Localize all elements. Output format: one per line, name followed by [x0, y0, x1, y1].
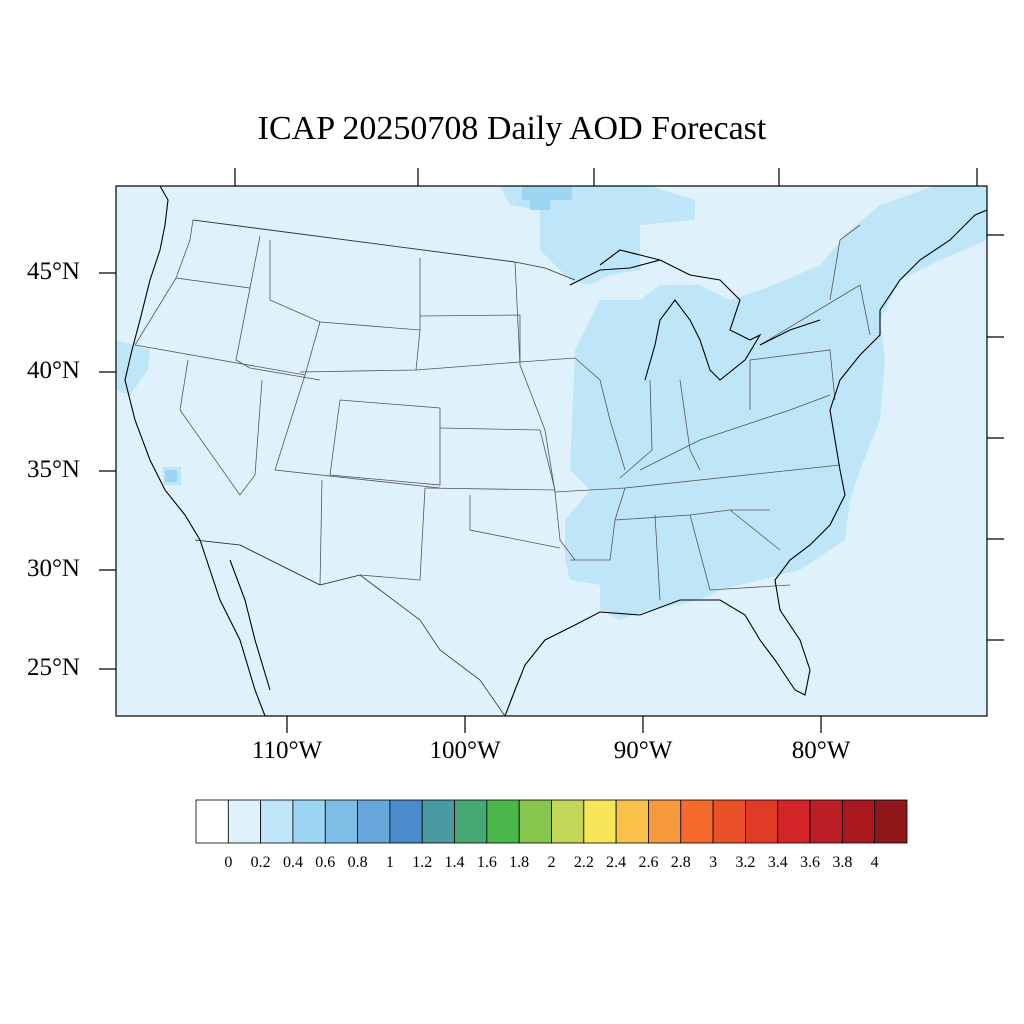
colorbar-swatch	[454, 799, 488, 844]
colorbar-swatch	[648, 799, 682, 844]
colorbar-swatch	[809, 799, 843, 844]
colorbar-label: 3.6	[800, 854, 821, 871]
colorbar-swatch	[486, 799, 520, 844]
colorbar-swatch	[745, 799, 779, 844]
colorbar-swatch	[292, 799, 326, 844]
colorbar-label: 0	[224, 854, 233, 871]
colorbar-swatch	[583, 799, 617, 844]
colorbar-swatch	[841, 799, 876, 844]
colorbar-label: 2.2	[573, 854, 594, 871]
colorbar-label: 3.2	[735, 854, 756, 871]
lon-label: 110°W	[251, 737, 323, 764]
colorbar-label: 2.8	[670, 854, 691, 871]
lon-label: 80°W	[791, 737, 851, 764]
aod-field-peak	[165, 186, 572, 482]
colorbar-swatch	[551, 799, 585, 844]
lat-label: 35°N	[26, 456, 80, 483]
colorbar-label: 0.6	[315, 854, 336, 871]
colorbar-label: 0.8	[347, 854, 368, 871]
colorbar-swatch	[421, 799, 455, 844]
colorbar-swatch	[357, 799, 391, 844]
colorbar-label: 1.2	[412, 854, 433, 871]
lat-label: 45°N	[26, 258, 80, 285]
colorbar-label: 1	[385, 854, 394, 871]
lat-label: 30°N	[26, 555, 80, 582]
colorbar-label: 3.8	[832, 854, 853, 871]
colorbar-swatch	[195, 799, 229, 844]
colorbar-swatch	[615, 799, 649, 844]
colorbar-label: 2.6	[638, 854, 659, 871]
colorbar-label: 0.4	[282, 854, 303, 871]
state-borders	[134, 219, 871, 601]
colorbar-label: 3	[709, 854, 718, 871]
colorbar-label: 2.4	[606, 854, 627, 871]
bottom-ticks	[286, 716, 822, 733]
colorbar-swatch	[712, 799, 746, 844]
colorbar-label: 3.4	[767, 854, 788, 871]
right-ticks	[987, 234, 1004, 641]
colorbar-swatch	[680, 799, 714, 844]
colorbar-label: 0.2	[250, 854, 271, 871]
colorbar-swatch	[260, 799, 294, 844]
left-ticks	[99, 272, 116, 670]
map-frame	[115, 185, 988, 717]
lon-label: 100°W	[429, 737, 501, 764]
colorbar-label: 1.6	[476, 854, 497, 871]
international-borders	[192, 219, 576, 716]
colorbar	[195, 799, 908, 844]
colorbar-swatch	[389, 799, 423, 844]
top-ticks	[234, 168, 978, 186]
colorbar-label: 2	[547, 854, 556, 871]
lon-label: 90°W	[613, 737, 673, 764]
colorbar-label: 1.8	[509, 854, 530, 871]
colorbar-swatch	[518, 799, 552, 844]
colorbar-label: 4	[870, 854, 879, 871]
colorbar-swatch	[324, 799, 358, 844]
colorbar-swatch	[777, 799, 811, 844]
lat-label: 25°N	[26, 654, 80, 681]
colorbar-swatch	[227, 799, 262, 844]
map-title: ICAP 20250708 Daily AOD Forecast	[257, 110, 767, 147]
coastlines	[124, 186, 987, 716]
lat-label: 40°N	[26, 357, 80, 384]
colorbar-swatch	[874, 799, 908, 844]
colorbar-label: 1.4	[444, 854, 465, 871]
